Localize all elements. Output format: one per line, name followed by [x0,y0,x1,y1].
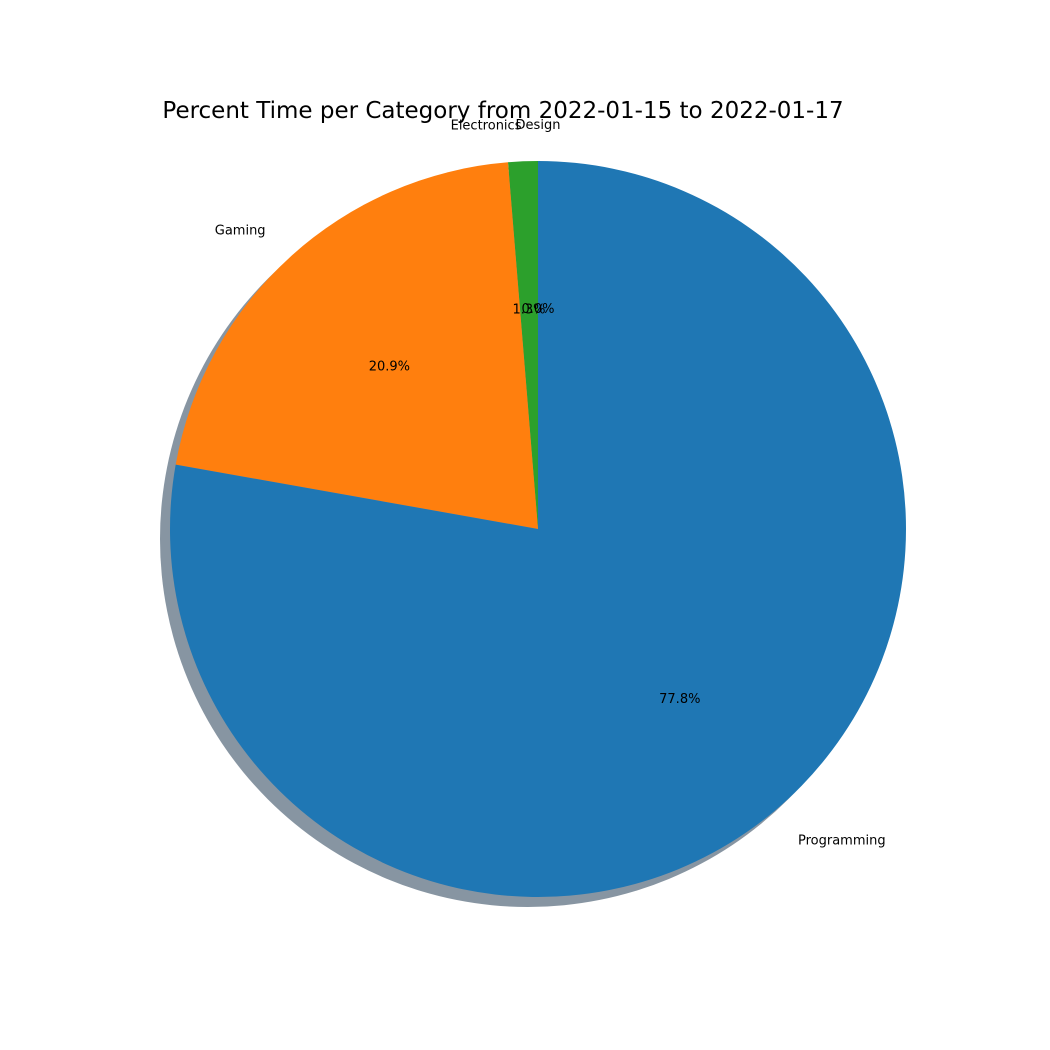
slice-label-electronics: Electronics [451,119,522,134]
slice-label-gaming: Gaming [215,224,266,239]
slice-percent-gaming: 20.9% [369,360,410,375]
pie-wedges [170,161,906,897]
slice-percent-design: 0.0% [521,302,554,317]
slice-label-design: Design [516,118,561,133]
pie-slice-gaming [175,162,538,530]
slice-percent-electronics: 1.3% [512,302,545,317]
pie-labels: Design 0.0% Electronics 1.3% Gaming 20.9% Prog… [215,118,886,848]
pie-slice-electronics [507,161,538,529]
chart-title: Percent Time per Category from 2022-01-1… [162,98,843,124]
slice-label-programming: Programming [798,833,886,848]
slice-percent-programming: 77.8% [659,692,700,707]
pie-slice-programming [170,161,906,897]
